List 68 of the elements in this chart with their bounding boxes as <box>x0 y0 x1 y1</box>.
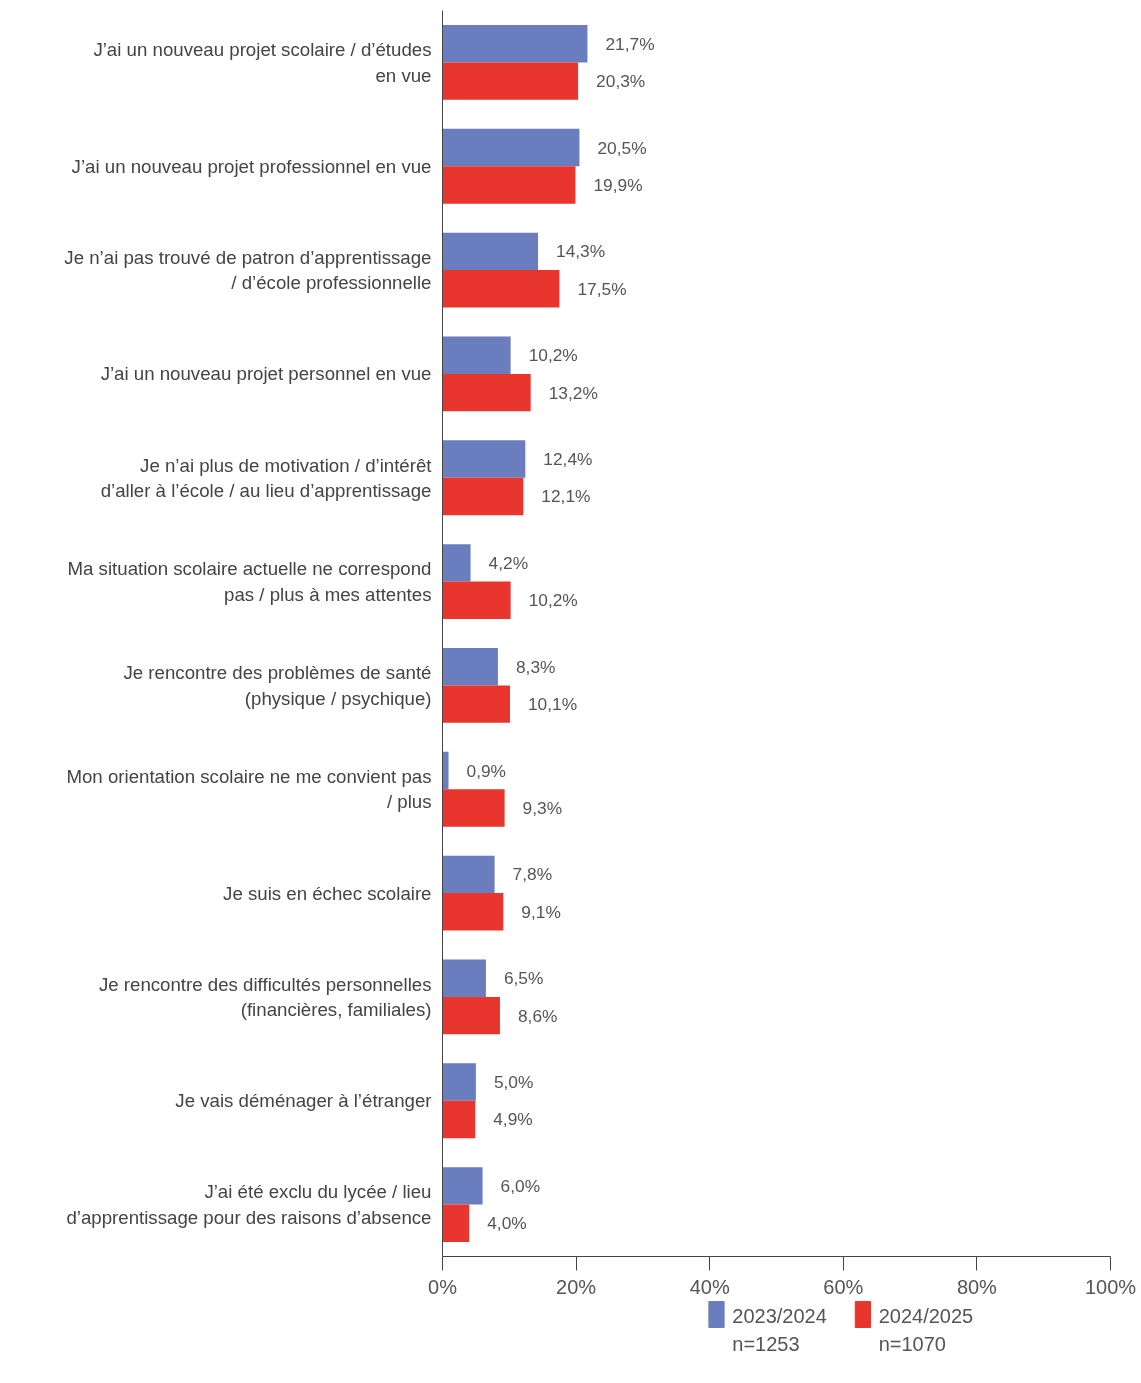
y-tick-label: J’ai un nouveau projet professionnel en vue <box>71 155 432 177</box>
x-tick-label: 60% <box>823 1275 864 1298</box>
data-label: 6,5% <box>503 968 544 989</box>
bar <box>442 373 531 412</box>
bar <box>442 62 579 100</box>
data-label: 20,3% <box>596 71 646 92</box>
bar <box>442 544 471 582</box>
bar <box>442 685 510 723</box>
data-label: 10,2% <box>528 345 578 366</box>
y-tick-label: Je n’ai pas trouvé de patron d’apprentissage / d’école professionnelle <box>64 246 432 294</box>
bar <box>442 751 449 790</box>
bar <box>442 477 524 516</box>
y-tick-label: Je suis en échec scolaire <box>223 882 432 904</box>
bar <box>442 959 486 997</box>
legend-label: 2024/2025 n=1070 <box>878 1304 974 1356</box>
y-tick-label: J’ai un nouveau projet personnel en vue <box>100 363 432 385</box>
data-label: 14,3% <box>556 241 606 262</box>
data-label: 4,9% <box>493 1109 533 1130</box>
y-tick-label: Je rencontre des difficultés personnelles (financières, familiales) <box>98 973 432 1021</box>
y-tick-label: Je rencontre des problèmes de santé (physique / psychique) <box>123 662 432 709</box>
x-tick-label: 80% <box>956 1275 998 1298</box>
y-tick-label: Mon orientation scolaire ne me convient pas / plus <box>66 766 432 813</box>
data-label: 4,0% <box>487 1213 527 1234</box>
bar <box>442 1063 476 1101</box>
bar <box>442 893 504 931</box>
bar <box>442 270 560 308</box>
data-label: 6,0% <box>500 1175 541 1196</box>
data-label: 13,2% <box>548 382 598 403</box>
legend-label: 2023/2024 n=1253 <box>732 1304 827 1356</box>
bar <box>442 1204 470 1242</box>
data-label: 9,3% <box>522 797 563 818</box>
bar <box>442 789 505 827</box>
bar <box>442 996 500 1035</box>
data-label: 20,5% <box>597 137 647 158</box>
bar <box>442 648 498 686</box>
bar <box>442 855 495 894</box>
data-label: 9,1% <box>521 901 561 922</box>
data-label: 5,0% <box>493 1072 534 1093</box>
y-tick-label: Je vais déménager à l’étranger <box>175 1090 432 1112</box>
bar <box>442 440 526 478</box>
data-label: 17,5% <box>577 278 627 299</box>
bar <box>442 166 576 204</box>
data-label: 0,9% <box>466 760 507 781</box>
data-label: 7,8% <box>512 864 553 885</box>
y-tick-label: Ma situation scolaire actuelle ne correspond pas / plus à mes attentes <box>67 558 432 605</box>
x-tick-label: 100% <box>1084 1275 1137 1298</box>
bar <box>442 232 539 271</box>
x-tick-label: 0% <box>428 1275 458 1298</box>
data-label: 10,1% <box>527 694 578 715</box>
data-label: 12,4% <box>543 449 593 470</box>
x-tick-label: 40% <box>689 1275 730 1298</box>
bar <box>442 25 588 63</box>
data-label: 4,2% <box>488 552 529 573</box>
bar <box>442 1100 476 1139</box>
data-label: 8,6% <box>517 1005 558 1026</box>
data-label: 12,1% <box>541 486 591 507</box>
y-tick-label: J’ai été exclu du lycée / lieu d’apprentissage pour des raisons d’absence <box>66 1181 432 1228</box>
data-label: 8,3% <box>515 656 556 677</box>
data-label: 19,9% <box>593 174 643 195</box>
bar <box>442 581 511 619</box>
bar <box>442 1167 483 1205</box>
bar <box>442 336 511 374</box>
x-tick-label: 20% <box>556 1275 597 1298</box>
bar <box>442 128 580 167</box>
data-label: 21,7% <box>605 33 655 54</box>
data-label: 10,2% <box>528 590 578 611</box>
y-tick-label: Je n’ai plus de motivation / d’intérêt d’aller à l’école / au lieu d’apprentissage <box>100 454 433 501</box>
y-tick-label: J’ai un nouveau projet scolaire / d’études en vue <box>93 39 432 86</box>
